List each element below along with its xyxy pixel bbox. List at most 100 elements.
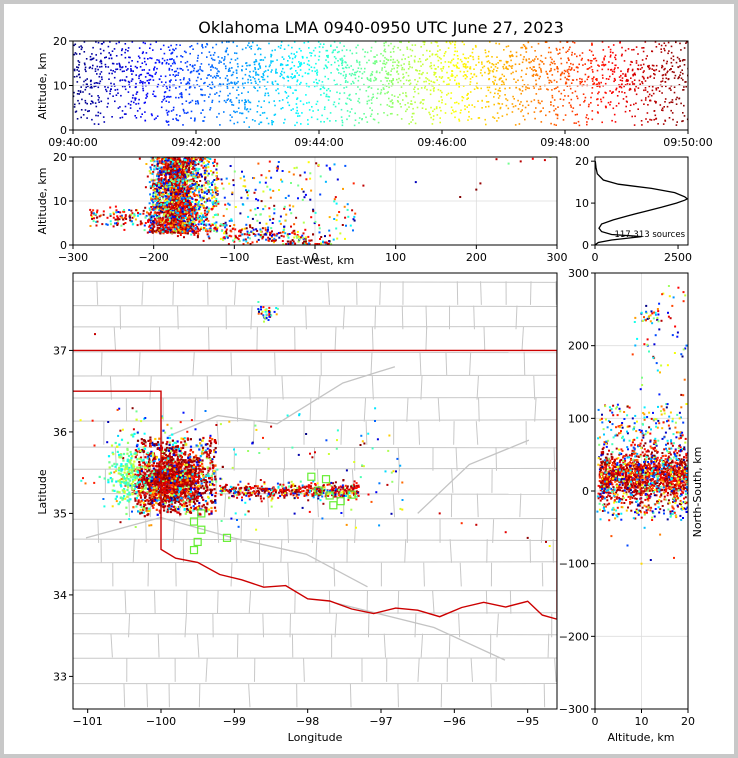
source-point [155,198,158,201]
source-point [183,207,186,210]
source-point [470,118,473,120]
source-point [391,68,393,70]
source-point [555,47,558,50]
source-point [613,77,616,80]
source-point [148,202,151,205]
source-point [193,193,196,196]
source-point [172,214,175,217]
source-point [318,55,321,58]
source-point [596,83,599,85]
source-point [195,102,197,105]
source-point [80,86,82,88]
source-point [512,105,515,108]
source-point [414,122,417,125]
source-point [271,81,274,83]
source-point [247,110,250,113]
source-point [161,191,164,194]
source-point [100,60,103,63]
source-point [682,79,684,81]
source-point [301,112,303,114]
source-point [177,200,180,203]
source-point [517,108,520,110]
source-point [194,224,197,227]
source-point [195,100,197,103]
source-point [535,55,537,58]
source-point [607,101,610,104]
source-point [180,197,183,200]
source-point [409,103,412,105]
source-point [98,75,101,78]
source-point [521,109,523,111]
source-point [176,218,178,221]
source-point [510,59,512,62]
source-point [170,173,173,176]
source-point [186,218,189,221]
source-point [168,181,171,184]
source-point [141,82,144,85]
source-point [532,75,534,77]
source-point [314,70,316,73]
source-point [183,194,186,197]
source-point [497,62,499,64]
source-point [204,157,207,160]
source-point [501,73,504,76]
source-point [683,59,686,61]
source-point [630,60,632,63]
source-point [165,109,168,112]
source-point [165,157,168,159]
source-point [487,101,490,103]
source-point [631,115,633,118]
source-point [437,88,440,91]
source-point [143,69,145,71]
source-point [124,80,127,82]
source-point [164,181,167,184]
source-point [487,67,489,70]
source-point [216,229,219,232]
source-point [180,194,183,197]
source-point [231,116,233,118]
source-point [169,164,172,167]
source-point [368,99,370,102]
source-point [507,107,510,110]
source-point [160,220,163,223]
source-point [99,214,102,217]
source-point [503,83,505,86]
source-point [184,183,187,186]
source-point [218,100,221,103]
source-point [634,115,636,118]
source-point [591,42,593,45]
source-point [345,49,348,51]
source-point [157,192,160,195]
source-point [296,72,298,74]
source-point [186,188,189,191]
source-point [163,59,166,62]
source-point [641,59,644,61]
source-point [170,165,173,167]
source-point [682,89,685,91]
source-point [643,70,645,72]
source-point [169,196,172,199]
source-point [153,195,156,198]
source-point [229,99,232,101]
source-point [156,67,158,70]
source-point [351,72,353,75]
source-point [238,101,240,104]
source-point [346,97,349,100]
source-point [177,202,180,204]
source-point [179,215,182,218]
source-point [358,122,360,124]
source-point [416,106,419,109]
source-point [250,45,253,48]
source-point [675,98,677,101]
source-point [559,74,562,77]
source-point [610,68,613,71]
source-point [179,79,182,81]
source-point [300,123,302,125]
source-point [121,70,124,73]
source-point [412,96,415,98]
source-point [348,73,351,75]
source-point [533,60,535,62]
source-point [651,50,654,53]
source-point [179,211,182,214]
source-point [232,104,235,106]
